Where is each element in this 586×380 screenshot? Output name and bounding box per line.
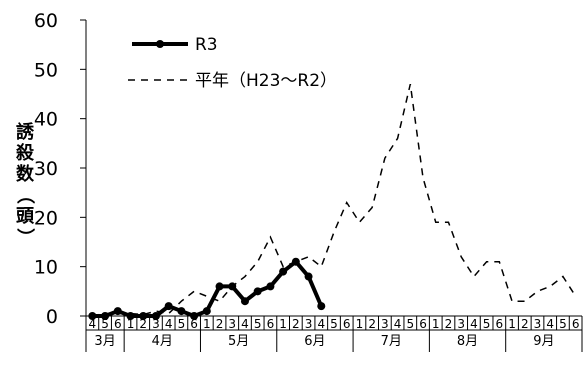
x-tick-label: 1 xyxy=(508,317,516,331)
x-tick-label: 6 xyxy=(343,317,351,331)
x-tick-label: 6 xyxy=(496,317,504,331)
series-point-r3 xyxy=(279,267,288,276)
x-tick-label: 4 xyxy=(394,317,402,331)
x-tick-label: 5 xyxy=(406,317,414,331)
x-tick-label: 2 xyxy=(139,317,147,331)
series-point-r3 xyxy=(190,312,199,320)
x-tick-label: 2 xyxy=(521,317,529,331)
y-tick-label: 50 xyxy=(34,59,58,81)
month-label: 9月 xyxy=(533,334,554,349)
series-line-normal xyxy=(92,83,577,317)
x-tick-label: 5 xyxy=(254,317,262,331)
x-tick-label: 1 xyxy=(279,317,287,331)
series-point-r3 xyxy=(88,312,97,320)
y-tick-label: 0 xyxy=(46,306,58,328)
x-tick-label: 4 xyxy=(470,317,478,331)
x-axis-table: 4 5 6 1 2 3 4 5 6 1 2 3 4 5 6 1 2 3 4 5 6 1 2 3 4 5 6 1 2 3 4 5 6 1 2 3 4 5 63… xyxy=(85,316,583,352)
y-label-char: 数 xyxy=(16,163,35,185)
x-tick-label: 5 xyxy=(330,317,338,331)
series-point-r3 xyxy=(253,287,262,296)
x-tick-label: 2 xyxy=(216,317,224,331)
month-label: 3月 xyxy=(94,334,115,349)
x-tick-label: 2 xyxy=(368,317,376,331)
y-tick-label: 60 xyxy=(34,10,58,32)
x-tick-label: 4 xyxy=(89,317,97,331)
series-point-r3 xyxy=(240,297,249,306)
y-ticks: 0 10 20 30 40 50 60 xyxy=(34,10,86,328)
x-tick-label: 6 xyxy=(190,317,198,331)
series-point-r3 xyxy=(151,312,160,320)
series-point-r3 xyxy=(139,312,148,320)
series-point-r3 xyxy=(126,312,135,320)
series-point-r3 xyxy=(266,282,275,291)
x-tick-label: 1 xyxy=(432,317,440,331)
y-tick-label: 10 xyxy=(34,257,58,279)
x-tick-label: 1 xyxy=(127,317,135,331)
x-tick-label: 5 xyxy=(483,317,491,331)
x-tick-label: 4 xyxy=(165,317,173,331)
legend: R3 平年（H23～R2） xyxy=(128,35,337,91)
x-tick-label: 5 xyxy=(178,317,186,331)
x-tick-label: 1 xyxy=(203,317,211,331)
series-layer xyxy=(88,83,577,320)
x-tick-label: 2 xyxy=(445,317,453,331)
month-label: 4月 xyxy=(152,334,173,349)
y-label-char: 頭 xyxy=(16,206,35,227)
series-point-r3 xyxy=(215,282,224,291)
x-tick-label: 6 xyxy=(267,317,275,331)
series-point-r3 xyxy=(101,312,110,320)
legend-label-normal: 平年（H23～R2） xyxy=(195,71,337,91)
x-tick-label: 4 xyxy=(241,317,249,331)
series-point-r3 xyxy=(304,272,313,281)
x-tick-label: 6 xyxy=(572,317,580,331)
legend-marker-r3 xyxy=(156,40,164,48)
y-label-char: （ xyxy=(14,186,35,204)
series-point-r3 xyxy=(228,282,237,291)
axes: 0 10 20 30 40 50 60 xyxy=(34,10,582,328)
x-tick-label: 3 xyxy=(305,317,313,331)
month-label: 5月 xyxy=(228,334,249,349)
x-tick-label: 3 xyxy=(381,317,389,331)
x-tick-label: 3 xyxy=(228,317,236,331)
x-tick-label: 6 xyxy=(114,317,122,331)
y-tick-label: 30 xyxy=(34,158,58,180)
x-tick-label: 3 xyxy=(457,317,465,331)
y-axis-label: 誘殺数（ 頭） xyxy=(14,121,35,246)
x-tick-label: 5 xyxy=(559,317,567,331)
series-point-r3 xyxy=(291,257,300,266)
x-tick-label: 1 xyxy=(356,317,364,331)
month-label: 7月 xyxy=(381,334,402,349)
x-tick-label: 2 xyxy=(292,317,300,331)
x-tick-label: 4 xyxy=(546,317,554,331)
y-label-char: 誘 xyxy=(16,121,35,143)
month-label: 8月 xyxy=(457,334,478,349)
y-label-char: ） xyxy=(14,228,35,246)
x-tick-label: 5 xyxy=(101,317,109,331)
series-point-r3 xyxy=(113,307,122,316)
y-tick-label: 40 xyxy=(34,109,58,131)
x-tick-label: 3 xyxy=(534,317,542,331)
series-point-r3 xyxy=(177,307,186,316)
x-tick-label: 6 xyxy=(419,317,427,331)
legend-label-r3: R3 xyxy=(195,35,218,55)
series-point-r3 xyxy=(164,302,173,311)
y-tick-label: 20 xyxy=(34,207,58,229)
y-label-char: 殺 xyxy=(15,142,35,164)
series-point-r3 xyxy=(202,307,211,316)
x-tick-label: 4 xyxy=(317,317,325,331)
month-label: 6月 xyxy=(304,334,325,349)
x-tick-label: 3 xyxy=(152,317,160,331)
series-point-r3 xyxy=(317,302,326,311)
